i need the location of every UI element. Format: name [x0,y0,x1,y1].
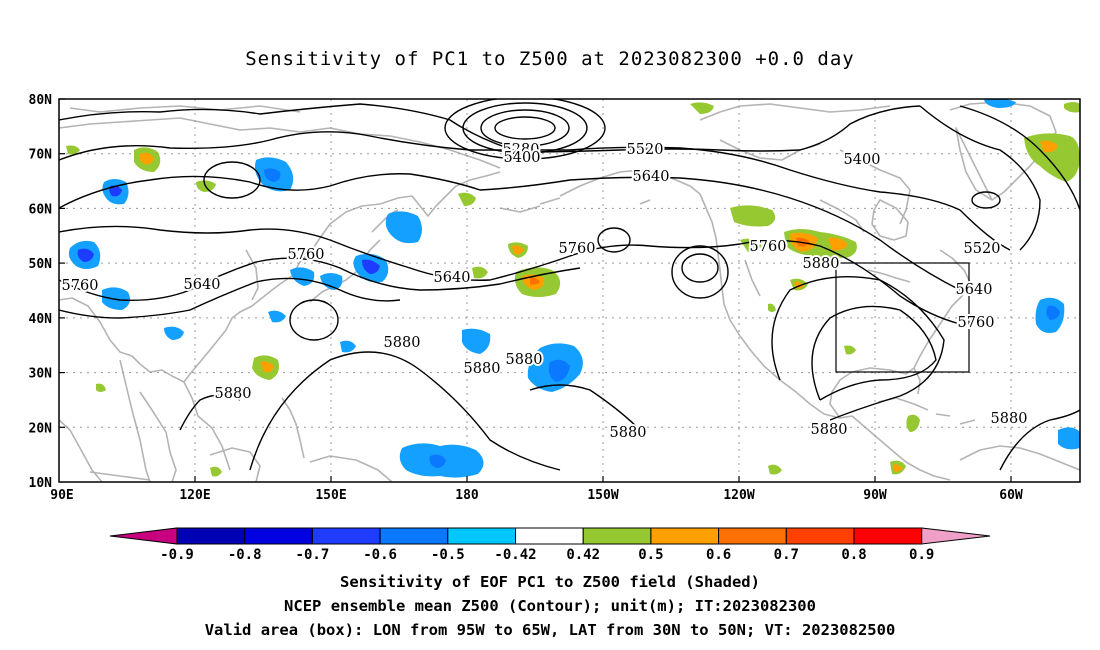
lat-label: 40N [29,312,53,327]
lon-label: 90W [863,488,887,503]
contour-label: 5640 [184,277,221,293]
map-title: Sensitivity of PC1 to Z500 at 2023082300… [245,48,855,70]
contour-label: 5880 [991,411,1028,427]
colorbar-tick-label: 0.7 [774,547,799,563]
contour-label: 5640 [434,270,471,286]
colorbar-segment [650,527,720,545]
contour-label: 5640 [633,169,670,185]
contour-label: 5760 [62,278,99,294]
colorbar-segment [853,527,923,545]
colorbar-tick-label: -0.6 [363,547,397,563]
colorbar-segment [718,527,787,545]
longitude-labels: 90E 120E 150E 180 150W 120W 90W 60W [50,488,1023,503]
lon-label: 150W [587,488,618,503]
z500-contours [59,99,1080,471]
colorbar-segment [785,527,855,545]
valid-area-box [835,262,970,373]
lat-label: 20N [29,421,53,436]
contour-label: 5760 [559,241,596,257]
lat-lon-grid [59,99,1080,482]
colorbar-tick-label: -0.42 [494,547,536,563]
contour-label: 5520 [964,241,1001,257]
caption-contour: NCEP ensemble mean Z500 (Contour); unit(… [284,597,816,615]
colorbar [109,527,991,545]
contour-label: 5880 [384,335,421,351]
negative-sensitivity-patches [68,99,1080,478]
colorbar-segment [515,527,584,545]
contour-label: 5880 [464,361,501,377]
colorbar-tick-label: -0.5 [431,547,465,563]
lon-label: 60W [999,488,1023,503]
colorbar-tick-label: -0.9 [160,547,194,563]
colorbar-tick-label: 0.5 [638,547,663,563]
contour-label: 5640 [956,282,993,298]
map-frame [58,98,1081,483]
lon-label: 180 [455,488,479,503]
contour-value-labels: 5280 5400 5520 5400 5640 5760 5640 5760 … [60,140,1030,443]
colorbar-tick-label: 0.8 [841,547,866,563]
contour-label: 5880 [811,422,848,438]
lat-label: 60N [29,202,53,217]
contour-label: 5400 [504,150,541,166]
contour-label: 5880 [610,425,647,441]
colorbar-left-arrow [109,527,178,545]
colorbar-tick-label: -0.7 [296,547,330,563]
contour-label: 5520 [627,142,664,158]
positive-sensitivity-patches [66,102,1080,477]
lat-label: 70N [29,148,53,163]
caption-valid-area: Valid area (box): LON from 95W to 65W, L… [204,621,896,639]
caption-shading: Sensitivity of EOF PC1 to Z500 field (Sh… [340,573,760,591]
lat-label: 30N [29,367,53,382]
sensitivity-shading [66,99,1080,478]
colorbar-segment [447,527,516,545]
colorbar-segment [244,527,313,545]
lat-label: 10N [29,476,53,491]
colorbar-segment [379,527,449,545]
contour-label: 5760 [958,315,995,331]
colorbar-segment [582,527,652,545]
axis-ticks [59,98,1012,482]
colorbar-right-arrow [921,527,991,545]
contour-label: 5760 [750,239,787,255]
colorbar-tick-labels: -0.9 -0.8 -0.7 -0.6 -0.5 -0.42 0.42 0.5 … [160,547,934,563]
colorbar-tick-label: 0.6 [706,547,731,563]
colorbar-tick-label: 0.9 [909,547,934,563]
contour-label: 5760 [288,247,325,263]
contour-label: 5280 [503,142,540,158]
contour-label: 5880 [506,352,543,368]
contour-label: 5400 [844,152,881,168]
lon-label: 150E [315,488,346,503]
lon-label: 120W [723,488,754,503]
contour-label: 5880 [215,386,252,402]
latitude-labels: 80N 70N 60N 50N 40N 30N 20N 10N [29,93,53,491]
contour-label: 5880 [803,256,840,272]
lon-label: 120E [179,488,210,503]
lat-label: 80N [29,93,53,108]
colorbar-segment [311,527,381,545]
colorbar-tick-label: 0.42 [566,547,600,563]
lat-label: 50N [29,257,53,272]
colorbar-tick-label: -0.8 [228,547,262,563]
colorbar-segment [176,527,246,545]
lon-label: 90E [50,488,73,503]
